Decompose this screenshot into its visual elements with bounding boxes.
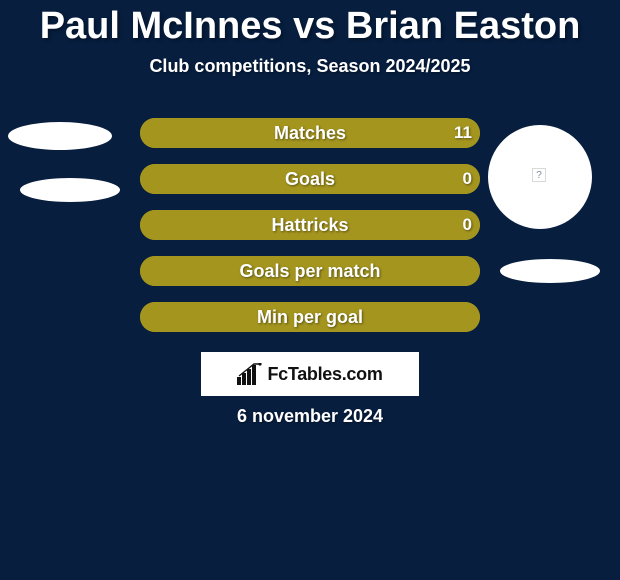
page-title: Paul McInnes vs Brian Easton [0,0,620,48]
stat-bar: Hattricks0 [140,210,480,240]
comparison-infographic: Paul McInnes vs Brian Easton Club compet… [0,0,620,580]
stat-bar: Matches11 [140,118,480,148]
bar-right-fill [140,256,480,286]
stat-right-value: 11 [454,118,472,148]
image-placeholder-icon: ? [532,168,546,182]
bar-right-fill [140,302,480,332]
stat-bar: Goals0 [140,164,480,194]
avatar-shadow-left-1 [20,178,120,202]
brand-box[interactable]: FcTables.com [201,352,419,396]
brand-text: FcTables.com [267,364,382,385]
bars-icon [237,363,263,385]
bar-right-fill [140,118,480,148]
bar-right-fill [140,210,480,240]
page-subtitle: Club competitions, Season 2024/2025 [0,56,620,77]
bar-right-fill [140,164,480,194]
stat-right-value: 0 [463,164,472,194]
stat-row: Min per goal [0,294,620,340]
date-line: 6 november 2024 [0,406,620,427]
stat-right-value: 0 [463,210,472,240]
stat-bar: Min per goal [140,302,480,332]
avatar-shadow-right [500,259,600,283]
stat-bar: Goals per match [140,256,480,286]
avatar-shadow-left-0 [8,122,112,150]
